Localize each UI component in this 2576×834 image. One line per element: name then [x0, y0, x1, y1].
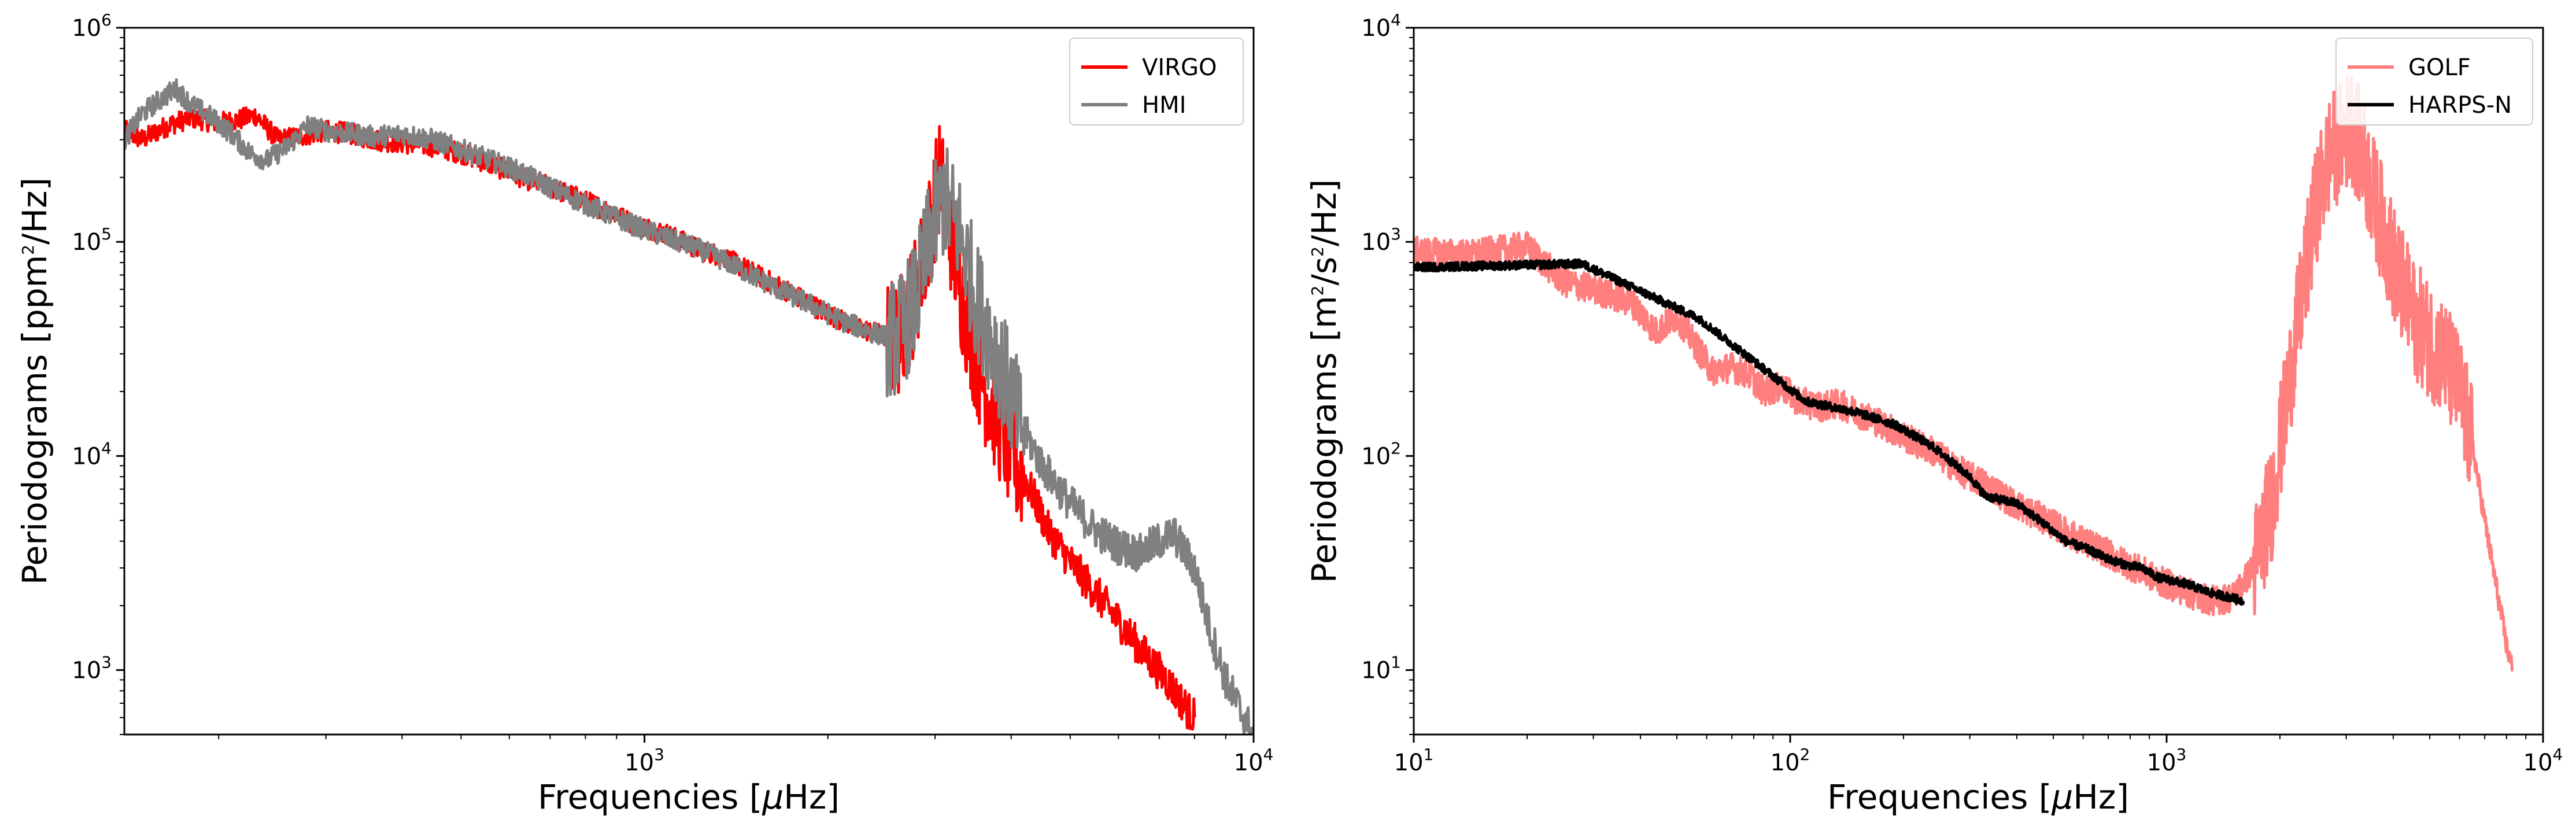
left-series-group: [124, 78, 1254, 735]
left-y-tick-label: 105: [72, 224, 112, 256]
left-x-axis-title: Frequencies [μHz]: [538, 777, 840, 817]
left-x-tick-label: 103: [624, 745, 664, 776]
left-axis-ticks: 103 104 103 104 105 106: [72, 10, 1273, 776]
left-y-tick-label: 104: [72, 438, 112, 470]
right-series-group: [1414, 75, 2514, 672]
left-y-tick-label: 106: [72, 10, 112, 42]
right-x-axis-title: Frequencies [μHz]: [1827, 777, 2129, 817]
left-series-line-hmi: [124, 78, 1254, 735]
right-y-tick-label: 101: [1361, 653, 1401, 684]
right-axis-ticks: 101 102 103 104 101 102 103 104: [1361, 10, 2563, 776]
right-plot-frame: [1413, 27, 2544, 736]
left-chart-panel: 103 104 103 104 105 106 Frequencies [μHz] Per…: [15, 10, 1273, 817]
left-legend-label-virgo: VIRGO: [1142, 54, 1217, 81]
right-x-tick-label: 104: [2523, 745, 2563, 776]
right-chart-panel: 101 102 103 104 101 102 103 104 Frequencies [μH…: [1304, 10, 2563, 817]
right-x-tick-label: 101: [1394, 745, 1434, 776]
right-legend-label-harps-n: HARPS-N: [2408, 92, 2512, 119]
right-x-tick-label: 103: [2147, 745, 2187, 776]
left-plot-frame: [123, 27, 1255, 736]
right-x-tick-label: 102: [1771, 745, 1810, 776]
right-y-tick-label: 103: [1361, 224, 1401, 256]
right-y-tick-label: 102: [1361, 438, 1401, 470]
left-y-axis-title: Periodograms [ppm2/Hz]: [15, 178, 54, 585]
left-legend: VIRGO HMI: [1069, 38, 1244, 126]
left-legend-label-hmi: HMI: [1142, 92, 1186, 119]
right-series-line-harps-n: [1414, 258, 2245, 606]
left-x-tick-label: 104: [1234, 745, 1274, 776]
left-y-tick-label: 103: [72, 653, 112, 684]
right-legend-label-golf: GOLF: [2408, 54, 2471, 81]
right-legend: GOLF HARPS-N: [2335, 38, 2533, 126]
right-y-axis-title: Periodograms [m2/s2/Hz]: [1304, 179, 1344, 583]
right-y-tick-label: 104: [1361, 10, 1401, 42]
